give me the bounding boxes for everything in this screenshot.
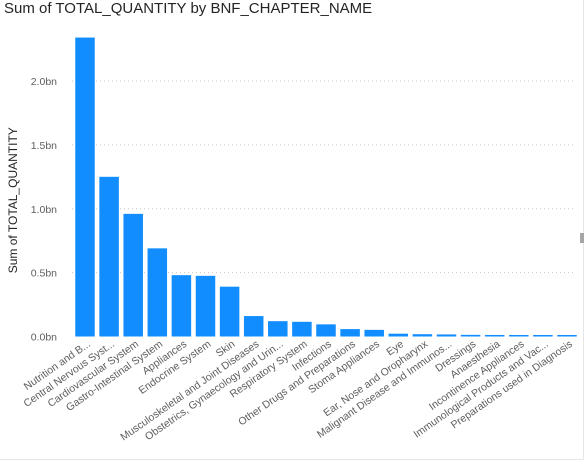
bar: [509, 335, 529, 337]
bar: [316, 324, 336, 337]
bar: [171, 275, 192, 337]
bar: [292, 321, 312, 337]
bar: [533, 335, 553, 337]
y-tick-label: 1.5bn: [31, 140, 57, 152]
y-axis-title: Sum of TOTAL_QUANTITY: [6, 127, 20, 273]
resize-handle[interactable]: [580, 233, 584, 243]
bar: [364, 329, 384, 337]
bar: [123, 213, 143, 337]
bar: [436, 334, 457, 337]
y-tick-label: 2.0bn: [31, 76, 57, 88]
bar: [147, 248, 168, 337]
y-tick-label: 0.0bn: [31, 332, 57, 344]
bar: [243, 316, 264, 337]
y-tick-label: 1.0bn: [31, 204, 57, 216]
bar: [268, 321, 288, 337]
bar: [340, 329, 360, 337]
bar: [219, 286, 240, 337]
bar: [99, 176, 119, 337]
bar: [412, 334, 433, 337]
y-tick-label: 0.5bn: [31, 268, 57, 280]
bar: [460, 334, 481, 337]
bar: [75, 37, 95, 337]
bar: [484, 334, 505, 337]
bar: [388, 333, 409, 337]
bar: [557, 335, 577, 337]
chart-title: Sum of TOTAL_QUANTITY by BNF_CHAPTER_NAM…: [4, 0, 373, 17]
bar: [195, 275, 216, 337]
